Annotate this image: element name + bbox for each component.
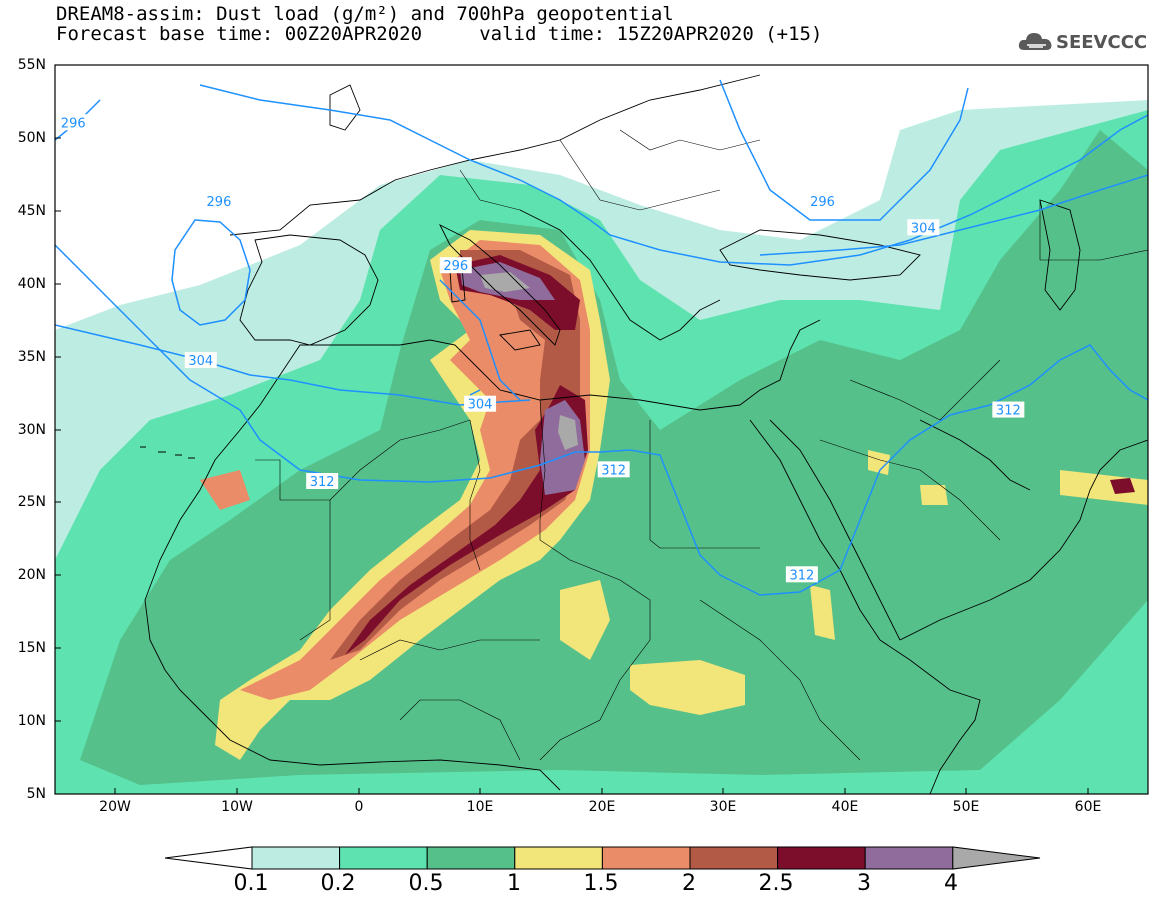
forecast-time-subtitle: Forecast base time: 00Z20APR2020 valid t… (56, 23, 823, 45)
lat-label: 5N (26, 786, 46, 802)
colorbar-label: 1.5 (583, 871, 619, 896)
colorbar-segment (251, 846, 341, 870)
lat-label: 30N (17, 422, 46, 438)
svg-text:296: 296 (207, 195, 232, 210)
lat-label: 20N (17, 567, 46, 583)
lon-label: 20E (588, 799, 616, 815)
lon-label: 0 (354, 799, 364, 815)
lon-label: 20W (99, 799, 131, 815)
colorbar-over-triangle (952, 846, 1041, 870)
svg-text:296: 296 (443, 259, 468, 274)
lat-label: 45N (17, 203, 46, 219)
lat-label: 35N (17, 349, 46, 365)
contour-label: 296 (202, 193, 235, 210)
contour-label: 312 (306, 472, 339, 490)
lat-label: 40N (17, 276, 46, 292)
colorbar-segment (339, 846, 428, 870)
colorbar-label: 1 (507, 871, 521, 896)
lat-label: 15N (17, 640, 46, 656)
colorbar-segment (689, 846, 779, 870)
lon-label: 50E (952, 799, 980, 815)
svg-text:312: 312 (789, 568, 814, 583)
svg-text:304: 304 (468, 398, 493, 413)
lat-label: 50N (17, 130, 46, 146)
country-borders (255, 129, 1148, 761)
colorbar-label: 0.2 (320, 871, 356, 896)
colorbar-segment (777, 846, 866, 870)
svg-text:304: 304 (911, 221, 936, 236)
contour-label: 312 (992, 401, 1025, 419)
lon-label: 60E (1074, 799, 1102, 815)
lat-label: 25N (17, 494, 46, 510)
lat-label: 55N (17, 57, 46, 73)
axis-ticks (55, 137, 1089, 794)
map-title: DREAM8-assim: Dust load (g/m²) and 700hP… (56, 3, 674, 25)
lon-label: 40E (831, 799, 859, 815)
colorbar (164, 846, 1041, 870)
colorbar-segment (426, 846, 516, 870)
contour-label: 296 (439, 257, 472, 274)
colorbar-segment (864, 846, 954, 870)
logo-text: SEEVCCC (1056, 32, 1148, 53)
svg-text:296: 296 (61, 116, 86, 131)
colorbar-label: 0.1 (233, 871, 269, 896)
colorbar-segment (514, 846, 603, 870)
svg-text:304: 304 (188, 354, 213, 369)
seevccc-logo: SEEVCCC (1018, 28, 1158, 58)
lon-label: 10E (466, 799, 494, 815)
lon-label: 10W (221, 799, 253, 815)
colorbar-label: 0.5 (408, 871, 444, 896)
contour-labels: 296 296 296 296 304 304 304 312 312 312 312 (57, 114, 1025, 583)
colorbar-label: 3 (857, 871, 871, 896)
dust-field (55, 65, 1148, 794)
contour-label: 304 (907, 219, 940, 236)
lon-label: 30E (709, 799, 737, 815)
svg-text:312: 312 (601, 463, 626, 478)
colorbar-label: 2 (682, 871, 696, 896)
colorbar-segment (601, 846, 691, 870)
colorbar-label: 4 (944, 871, 958, 896)
svg-text:312: 312 (996, 404, 1021, 419)
lat-label: 10N (17, 713, 46, 729)
svg-text:296: 296 (810, 195, 835, 210)
contour-label: 304 (184, 351, 217, 369)
contour-label: 304 (464, 395, 497, 413)
contour-label: 296 (806, 193, 839, 210)
colorbar-label: 2.5 (758, 871, 794, 896)
contour-label: 312 (597, 461, 630, 478)
svg-text:312: 312 (310, 475, 335, 490)
contour-label: 296 (57, 114, 90, 131)
cloud-icon (1018, 33, 1052, 50)
colorbar-under-triangle (164, 846, 253, 870)
contour-label: 312 (785, 566, 818, 583)
